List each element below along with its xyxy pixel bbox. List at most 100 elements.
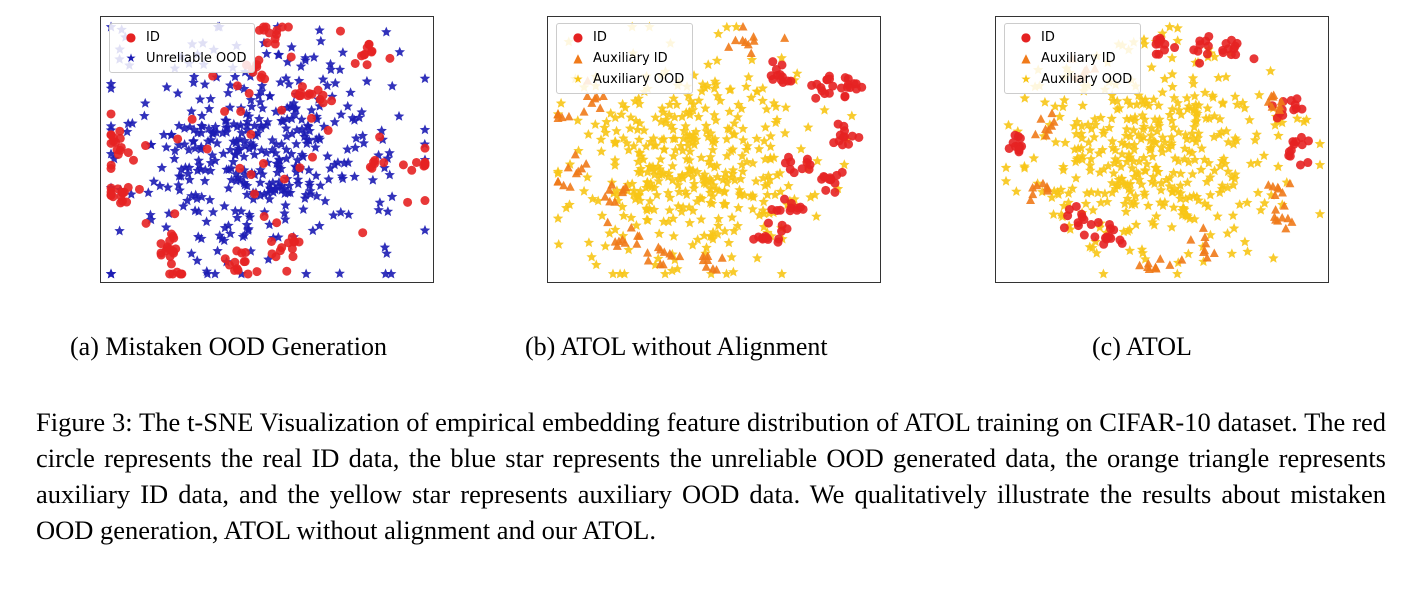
auxiliary-ood-point (1176, 209, 1188, 220)
auxiliary-ood-point (1136, 244, 1148, 254)
id-point (232, 81, 242, 91)
auxiliary-ood-point (811, 211, 822, 221)
auxiliary-ood-point (1089, 113, 1101, 124)
legend-entry: ▲ Auxiliary ID (563, 48, 684, 69)
auxiliary-id-point (717, 253, 727, 262)
auxiliary-ood-point (728, 225, 740, 236)
unreliable-ood-point (282, 56, 293, 67)
unreliable-ood-point (203, 123, 215, 134)
unreliable-ood-point (228, 136, 239, 147)
unreliable-ood-point (161, 81, 172, 92)
unreliable-ood-point (199, 79, 211, 89)
unreliable-ood-point (241, 120, 253, 130)
auxiliary-ood-point (738, 134, 749, 145)
auxiliary-ood-point (682, 140, 694, 151)
unreliable-ood-point (241, 189, 253, 200)
auxiliary-ood-point (1157, 132, 1168, 143)
auxiliary-ood-point (1242, 197, 1253, 208)
unreliable-ood-point (197, 121, 208, 131)
unreliable-ood-point (380, 268, 391, 279)
unreliable-ood-point (189, 142, 201, 153)
auxiliary-ood-point (1055, 184, 1067, 195)
id-point (1014, 147, 1024, 157)
unreliable-ood-point (229, 71, 241, 82)
id-point (244, 88, 254, 98)
auxiliary-ood-point (699, 230, 710, 241)
unreliable-ood-point (379, 242, 391, 252)
id-point (365, 162, 375, 172)
auxiliary-ood-point (725, 84, 736, 94)
unreliable-ood-point (160, 221, 172, 232)
auxiliary-ood-point (1108, 167, 1119, 178)
unreliable-ood-point (311, 134, 322, 144)
unreliable-ood-point (419, 224, 431, 235)
legend-entry: ● ID (563, 27, 684, 48)
unreliable-ood-point (214, 230, 225, 241)
auxiliary-ood-point (1183, 100, 1195, 111)
unreliable-ood-point (272, 167, 283, 178)
auxiliary-id-point (701, 262, 711, 271)
auxiliary-ood-point (1181, 209, 1193, 220)
auxiliary-ood-point (1069, 120, 1080, 131)
unreliable-ood-point (145, 214, 157, 225)
auxiliary-ood-point (1127, 162, 1138, 173)
auxiliary-ood-point (695, 214, 707, 224)
unreliable-ood-point (256, 80, 268, 91)
auxiliary-ood-point (583, 129, 594, 139)
auxiliary-ood-point (595, 134, 607, 145)
legend-label: Auxiliary ID (593, 51, 668, 66)
unreliable-ood-point (172, 87, 184, 98)
unreliable-ood-point (289, 109, 301, 119)
id-point (258, 159, 268, 169)
unreliable-ood-point (239, 135, 250, 146)
auxiliary-id-point (1276, 96, 1286, 106)
auxiliary-ood-point (737, 123, 749, 134)
unreliable-ood-point (335, 109, 347, 119)
auxiliary-ood-point (564, 158, 576, 169)
auxiliary-ood-point (1181, 133, 1193, 144)
auxiliary-ood-point (680, 186, 691, 197)
auxiliary-ood-point (642, 166, 653, 177)
auxiliary-id-point (563, 162, 573, 172)
auxiliary-ood-point (1115, 161, 1127, 172)
auxiliary-id-point (1032, 180, 1042, 190)
auxiliary-ood-point (805, 191, 816, 202)
auxiliary-ood-point (1107, 89, 1118, 100)
auxiliary-ood-point (1071, 154, 1083, 164)
unreliable-ood-point (169, 145, 181, 156)
unreliable-ood-point (381, 248, 392, 258)
id-point (379, 158, 389, 168)
unreliable-ood-point (283, 78, 295, 89)
auxiliary-ood-point (1214, 187, 1225, 198)
auxiliary-id-point (1279, 201, 1289, 210)
legend-label: Auxiliary ID (1041, 51, 1116, 66)
auxiliary-ood-point (1166, 131, 1177, 142)
auxiliary-ood-point (751, 86, 762, 96)
id-point (202, 144, 212, 154)
auxiliary-ood-point (1273, 130, 1284, 141)
unreliable-ood-point (105, 268, 117, 279)
unreliable-ood-point (325, 163, 336, 173)
id-point (350, 58, 360, 68)
id-point (115, 126, 125, 136)
auxiliary-id-point (746, 48, 756, 57)
auxiliary-id-point (1202, 253, 1212, 262)
auxiliary-ood-point (780, 102, 792, 112)
auxiliary-id-point (1135, 260, 1145, 270)
id-point (768, 57, 778, 67)
auxiliary-ood-point (765, 130, 776, 141)
auxiliary-ood-point (776, 52, 787, 63)
id-point (842, 82, 852, 92)
auxiliary-ood-point (659, 268, 671, 279)
auxiliary-ood-point (702, 80, 713, 91)
auxiliary-ood-point (1254, 89, 1265, 100)
unreliable-ood-point (325, 58, 336, 69)
auxiliary-ood-point (650, 112, 661, 122)
auxiliary-ood-point (669, 133, 681, 144)
unreliable-ood-point (300, 52, 311, 63)
auxiliary-id-point (1165, 260, 1175, 269)
id-point (1230, 41, 1240, 51)
auxiliary-id-point (633, 231, 643, 240)
auxiliary-ood-point (705, 183, 716, 194)
auxiliary-ood-point (648, 204, 660, 215)
